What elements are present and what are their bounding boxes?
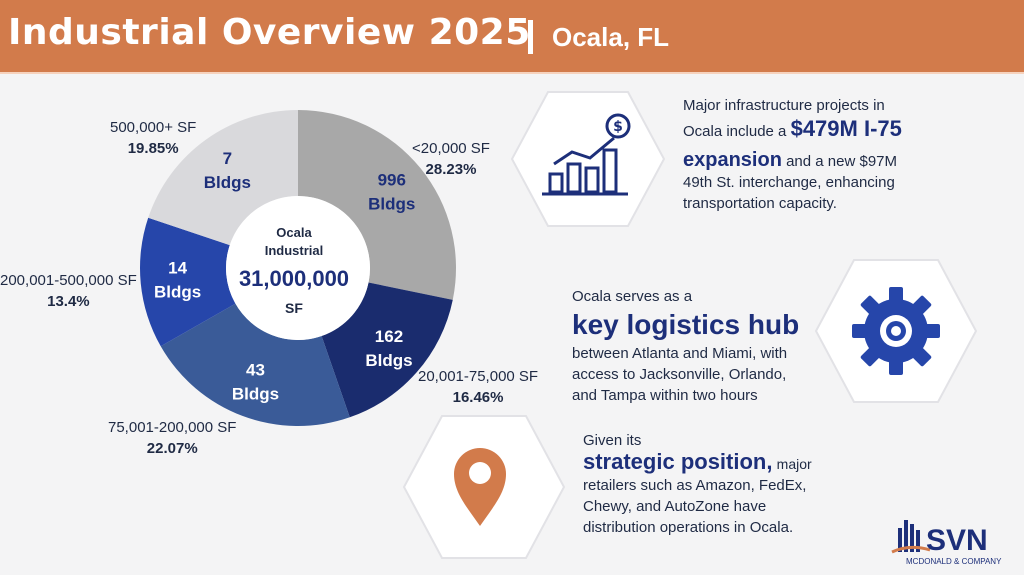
label-200001-500000-percent: 13.4% xyxy=(47,293,90,310)
position-text-c: retailers such as Amazon, FedEx, xyxy=(583,477,807,494)
slice-count-500000-plus: 7 xyxy=(223,149,232,168)
slice-500000-plus xyxy=(148,110,298,246)
position-text-d: Chewy, and AutoZone have xyxy=(583,498,767,515)
slice-count-20001-75000: 162 xyxy=(375,327,403,346)
slice-count-unit-20001-75000: Bldgs xyxy=(365,351,412,370)
logistics-text-c: access to Jacksonville, Orlando, xyxy=(572,366,787,383)
slice-count-unit-500000-plus: Bldgs xyxy=(204,173,251,192)
position-panel: Given its strategic position, major reta… xyxy=(583,430,843,538)
slice-75001-200000 xyxy=(160,303,350,427)
title-separator xyxy=(528,20,533,54)
center-line-1: Ocala xyxy=(276,225,312,240)
position-text-b: major xyxy=(776,456,812,472)
svg-text:$: $ xyxy=(613,119,623,135)
label-75001-200000-percent: 22.07% xyxy=(146,440,198,457)
slice-count-75001-200000: 43 xyxy=(246,360,265,379)
infrastructure-highlight-b: expansion xyxy=(683,149,782,171)
logistics-highlight: key logistics hub xyxy=(572,309,800,340)
center-line-2: Industrial xyxy=(265,243,324,258)
donut-center-hole xyxy=(226,196,370,340)
slice-20001-75000 xyxy=(321,282,453,418)
label-under-20000: <20,000 SF 28.23% xyxy=(412,138,490,180)
infrastructure-text-b: Ocala include a xyxy=(683,123,787,140)
slice-count-unit-200001-500000: Bldgs xyxy=(154,283,201,302)
logo-subtitle: MCDONALD & COMPANY xyxy=(906,557,1002,566)
logo-swoosh xyxy=(891,545,931,554)
label-20001-75000: 20,001-75,000 SF 16.46% xyxy=(418,366,538,408)
infrastructure-text-a: Major infrastructure projects in xyxy=(683,97,885,114)
position-text-e: distribution operations in Ocala. xyxy=(583,519,794,536)
location-label: Ocala, FL xyxy=(552,22,670,52)
logistics-panel: Ocala serves as a key logistics hub betw… xyxy=(572,286,822,406)
svn-logo: SVN MCDONALD & COMPANY xyxy=(891,520,1002,566)
header-bar: Industrial Overview 2025 Ocala, FL xyxy=(0,0,1024,74)
infrastructure-text-e: transportation capacity. xyxy=(683,195,837,212)
infrastructure-panel: Major infrastructure projects in Ocala i… xyxy=(683,95,1013,214)
infrastructure-text-c: and a new $97M xyxy=(786,153,898,170)
label-500000-plus-percent: 19.85% xyxy=(127,140,179,157)
label-500000-plus-category: 500,000+ SF xyxy=(110,119,197,136)
building-bars-icon xyxy=(898,520,920,552)
position-highlight: strategic position, xyxy=(583,449,773,474)
position-text-a: Given its xyxy=(583,432,642,449)
label-75001-200000: 75,001-200,000 SF 22.07% xyxy=(108,417,236,459)
infrastructure-highlight-a: $479M I-75 xyxy=(790,116,902,141)
gear-icon xyxy=(852,287,940,375)
slice-200001-500000 xyxy=(140,217,236,347)
center-total-value: 31,000,000 xyxy=(239,266,349,291)
infrastructure-text-d: 49th St. interchange, enhancing xyxy=(683,174,895,191)
label-75001-200000-category: 75,001-200,000 SF xyxy=(108,419,237,436)
slice-under-20000 xyxy=(298,110,456,300)
label-20001-75000-percent: 16.46% xyxy=(452,389,504,406)
position-hexagon xyxy=(402,415,566,559)
slice-count-labels: 996 Bldgs 162 Bldgs 43 Bldgs 14 Bldgs 7 Bldgs xyxy=(154,149,415,404)
label-200001-500000-category: 200,001-500,000 SF xyxy=(0,272,137,289)
donut-slices xyxy=(140,110,456,427)
slice-count-under-20000: 996 xyxy=(378,171,406,190)
slice-count-unit-under-20000: Bldgs xyxy=(368,195,415,214)
center-total-unit: SF xyxy=(285,300,303,316)
logo-wordmark: SVN xyxy=(926,524,988,557)
page-title: Industrial Overview 2025 xyxy=(8,12,531,53)
industrial-donut-chart: 996 Bldgs 162 Bldgs 43 Bldgs 14 Bldgs 7 Bldgs Oca… xyxy=(140,110,456,427)
slice-count-unit-75001-200000: Bldgs xyxy=(232,384,279,403)
growth-chart-dollar-icon: $ xyxy=(542,113,631,196)
logistics-text-a: Ocala serves as a xyxy=(572,288,693,305)
label-20001-75000-category: 20,001-75,000 SF xyxy=(418,368,539,385)
location-pin-icon xyxy=(454,448,506,526)
logistics-hexagon xyxy=(814,259,978,403)
label-under-20000-category: <20,000 SF xyxy=(412,140,490,157)
label-200001-500000: 200,001-500,000 SF 13.4% xyxy=(0,270,137,312)
label-500000-plus: 500,000+ SF 19.85% xyxy=(110,117,196,159)
slice-count-200001-500000: 14 xyxy=(168,259,187,278)
logistics-text-b: between Atlanta and Miami, with xyxy=(572,345,788,362)
label-under-20000-percent: 28.23% xyxy=(425,161,477,178)
infrastructure-hexagon: $ xyxy=(510,91,666,227)
logistics-text-d: and Tampa within two hours xyxy=(572,387,758,404)
